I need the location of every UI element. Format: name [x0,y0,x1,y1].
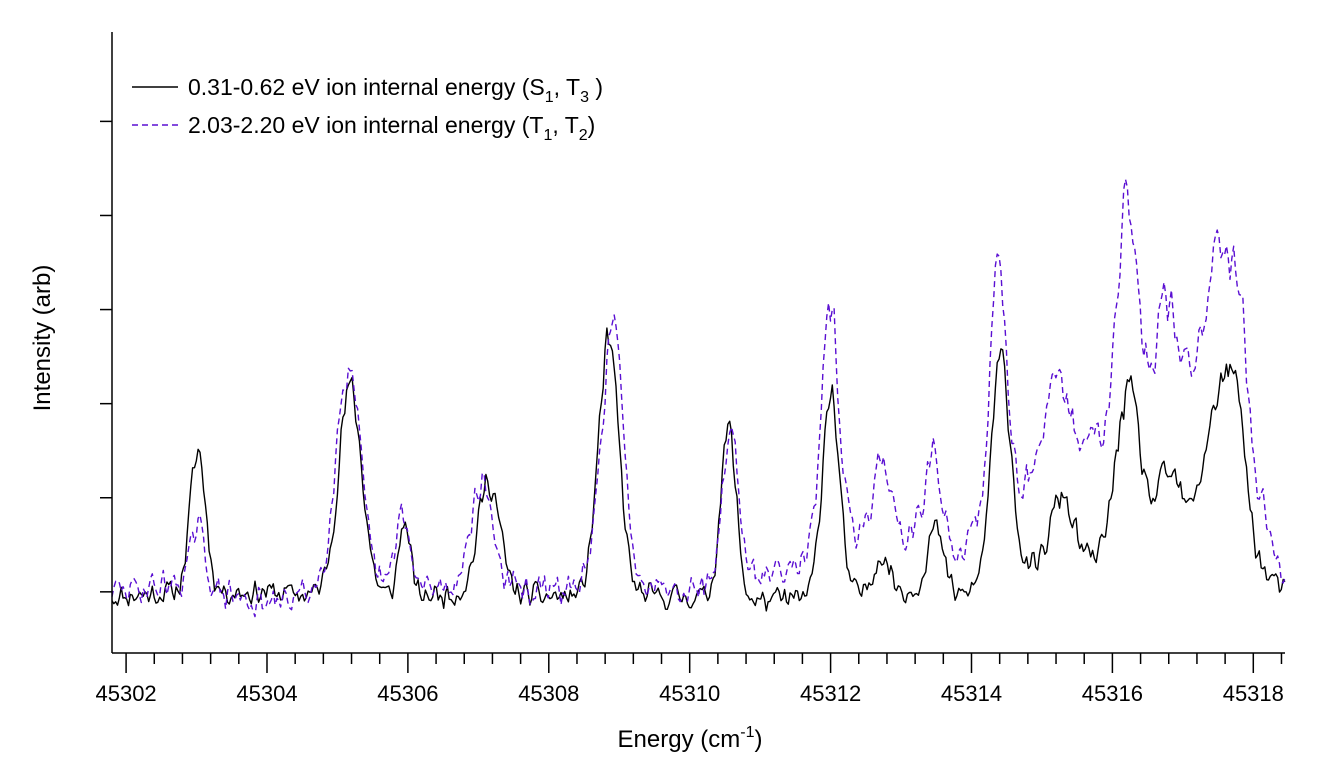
legend-label-series-2-main: 2.03-2.20 eV ion internal energy (T [188,112,543,138]
legend-label-series-2-mid: , T [552,112,578,138]
x-axis-title: Energy (cm-1) [618,724,763,753]
series-layer [111,178,1286,618]
legend-label-series-1: 0.31-0.62 eV ion internal energy (S1, T3… [188,74,603,106]
legend-entry-series-1: 0.31-0.62 eV ion internal energy (S1, T3… [132,74,603,106]
legend-label-series-1-sub1: 1 [545,89,554,106]
x-axis-ticks [125,653,1283,673]
x-tick-label-6: 45314 [941,681,1002,706]
legend-label-series-1-sub2: 3 [580,89,589,106]
series-line-1 [111,327,1286,612]
plot-area [111,178,1286,618]
x-tick-label-0: 45302 [95,681,156,706]
x-tick-label-1: 45304 [236,681,297,706]
legend-label-series-1-main: 0.31-0.62 eV ion internal energy (S [188,74,545,100]
x-axis-title-tail: ) [754,726,762,753]
legend-label-series-2-sub1: 1 [543,127,552,144]
x-tick-label-3: 45308 [518,681,579,706]
legend-label-series-2: 2.03-2.20 eV ion internal energy (T1, T2… [188,112,595,144]
x-tick-label-4: 45310 [659,681,720,706]
x-tick-label-5: 45312 [800,681,861,706]
legend-label-series-2-tail: ) [588,112,596,138]
x-tick-label-2: 45306 [377,681,438,706]
x-tick-label-8: 45318 [1223,681,1284,706]
y-axis-ticks [100,120,112,593]
legend: 0.31-0.62 eV ion internal energy (S1, T3… [132,74,603,144]
x-axis-title-main: Energy (cm [618,726,741,753]
x-axis-tick-labels: 45302 45304 45306 45308 45310 45312 45314 45316… [95,681,1283,706]
legend-entry-series-2: 2.03-2.20 eV ion internal energy (T1, T2… [132,112,595,144]
y-axis-title: Intensity (arb) [29,265,56,412]
legend-label-series-1-mid: , T [554,74,580,100]
series-line-2 [111,178,1286,618]
x-axis-title-superscript: -1 [740,724,754,741]
x-tick-label-7: 45316 [1082,681,1143,706]
legend-label-series-2-sub2: 2 [579,127,588,144]
legend-label-series-1-tail: ) [589,74,603,100]
